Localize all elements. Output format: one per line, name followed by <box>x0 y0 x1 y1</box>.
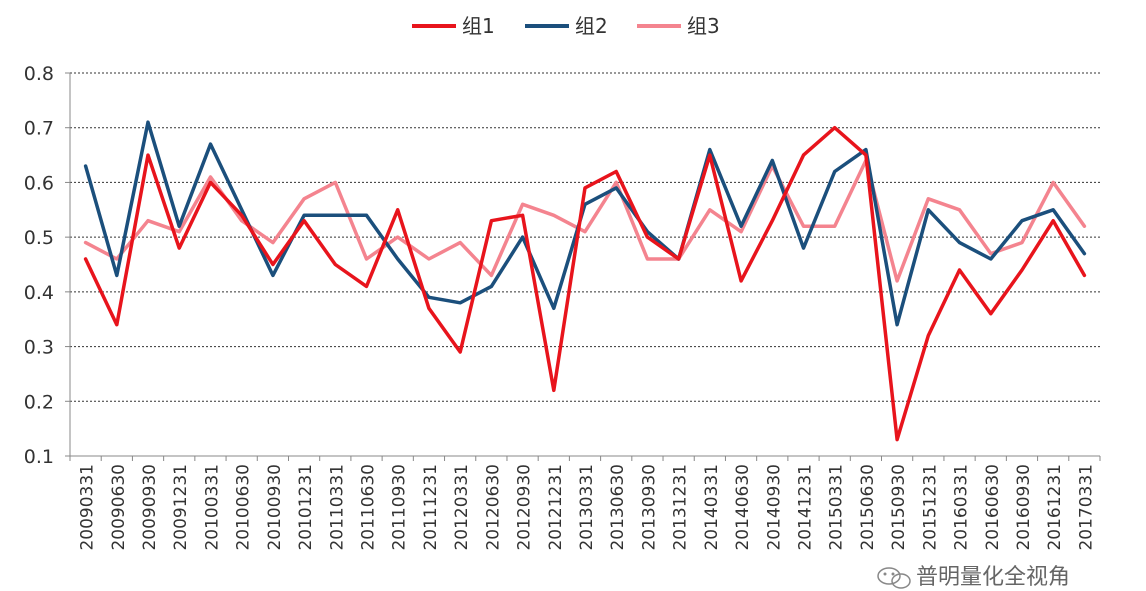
x-tick-label: 20160630 <box>983 464 1003 551</box>
x-tick-label: 20100930 <box>265 464 285 551</box>
legend-label-1: 组1 <box>462 14 495 38</box>
y-tick-label: 0.7 <box>24 118 54 140</box>
x-tick-label: 20140630 <box>733 464 753 551</box>
x-tick-label: 20151231 <box>920 464 940 551</box>
x-tick-label: 20130630 <box>608 464 628 551</box>
legend: 组1 组2 组3 <box>412 14 720 38</box>
series-line-1 <box>83 125 1087 442</box>
x-tick-label: 20110630 <box>359 464 379 551</box>
x-tick-label: 20141231 <box>795 464 815 551</box>
x-tick-label: 20160331 <box>952 464 972 551</box>
series-line-3 <box>83 158 1087 283</box>
y-tick-label: 0.5 <box>24 227 54 249</box>
x-tick-label: 20090930 <box>140 464 160 551</box>
x-tick-label: 20090331 <box>78 464 98 551</box>
x-tick-label: 20121231 <box>546 464 566 551</box>
x-tick-label: 20090630 <box>109 464 129 551</box>
axes <box>65 72 1101 461</box>
x-tick-label: 20150331 <box>827 464 847 551</box>
legend-label-3: 组3 <box>687 14 720 38</box>
y-tick-label: 0.6 <box>24 172 54 194</box>
x-tick-label: 20110331 <box>327 464 347 551</box>
x-tick-label: 20140331 <box>702 464 722 551</box>
x-tick-label: 20150630 <box>858 464 878 551</box>
series-lines <box>83 120 1087 442</box>
x-tick-label: 20091231 <box>171 464 191 551</box>
x-axis-ticks: 20090331 20090630 20090930 20091231 20100331… <box>78 464 1097 551</box>
x-tick-label: 20111231 <box>421 464 441 551</box>
x-tick-label: 20161231 <box>1045 464 1065 551</box>
watermark-text: 普明量化全视角 <box>916 565 1070 590</box>
x-tick-label: 20120930 <box>515 464 535 551</box>
series-line-2 <box>83 120 1087 327</box>
legend-label-2: 组2 <box>575 14 608 38</box>
x-tick-label: 20140930 <box>764 464 784 551</box>
x-tick-label: 20130331 <box>577 464 597 551</box>
y-tick-label: 0.3 <box>24 337 54 359</box>
x-tick-label: 20120630 <box>483 464 503 551</box>
x-tick-label: 20101231 <box>296 464 316 551</box>
x-tick-label: 20131231 <box>671 464 691 551</box>
y-tick-label: 0.8 <box>24 63 54 85</box>
x-tick-label: 20100630 <box>234 464 254 551</box>
y-tick-label: 0.1 <box>24 446 54 468</box>
y-axis-ticks: 0.1 0.2 0.3 0.4 0.5 0.6 0.7 0.8 <box>24 63 54 468</box>
x-tick-label: 20130930 <box>639 464 659 551</box>
x-tick-label: 20120331 <box>452 464 472 551</box>
wechat-icon <box>877 567 911 589</box>
watermark: 普明量化全视角 <box>877 565 1070 590</box>
y-tick-label: 0.2 <box>24 391 54 413</box>
x-tick-label: 20100331 <box>202 464 222 551</box>
x-tick-label: 20150930 <box>889 464 909 551</box>
x-tick-label: 20160930 <box>1014 464 1034 551</box>
x-tick-label: 20170331 <box>1076 464 1096 551</box>
x-tick-label: 20110930 <box>390 464 410 551</box>
gridlines <box>70 72 1100 402</box>
y-tick-label: 0.4 <box>24 282 54 304</box>
